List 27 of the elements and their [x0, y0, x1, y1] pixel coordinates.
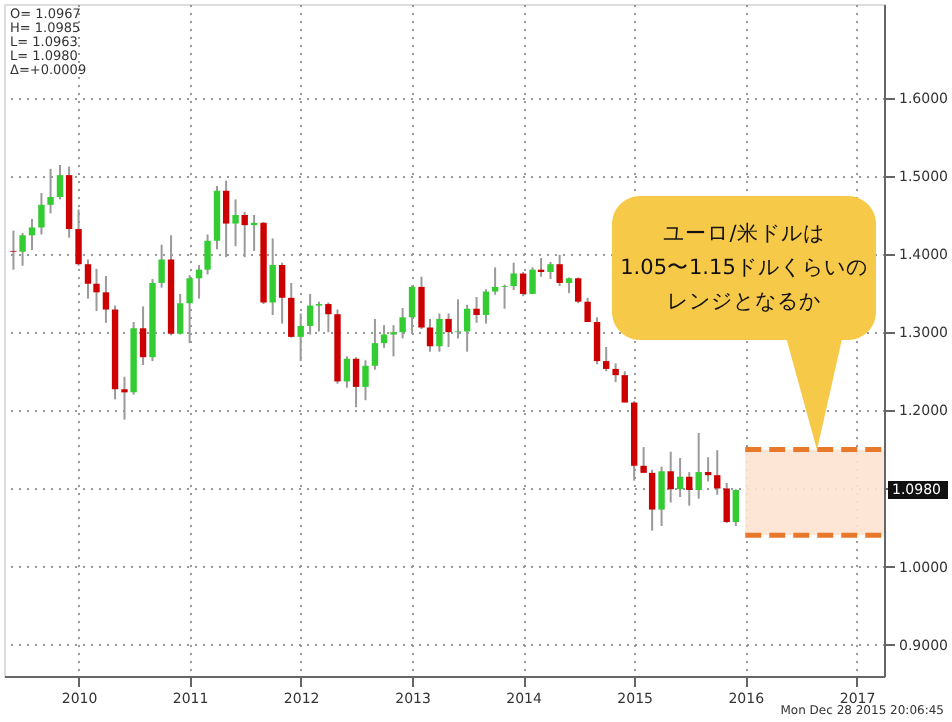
- candlestick: [232, 198, 239, 248]
- candlestick: [102, 274, 110, 324]
- candlestick: [648, 468, 656, 532]
- candlestick: [574, 276, 582, 305]
- candlestick: [491, 266, 499, 296]
- candlestick: [315, 300, 323, 333]
- candlestick: [343, 355, 351, 389]
- candlestick: [621, 370, 628, 404]
- candlestick: [84, 258, 92, 300]
- candlestick: [28, 217, 36, 252]
- candlestick: [325, 301, 332, 334]
- candlestick: [510, 261, 517, 291]
- candlestick: [121, 375, 128, 421]
- candlestick: [602, 346, 610, 373]
- candlestick: [612, 362, 619, 384]
- candlestick: [176, 292, 184, 336]
- candlestick: [704, 456, 712, 483]
- candlestick: [584, 296, 591, 324]
- candlestick: [473, 296, 480, 324]
- candlestick: [278, 261, 286, 325]
- candlestick: [362, 359, 369, 402]
- candlestick: [38, 192, 45, 236]
- candlestick: [501, 283, 508, 310]
- candlestick: [640, 446, 647, 474]
- candlestick: [93, 267, 100, 313]
- candlestick: [482, 288, 490, 325]
- candlestick: [56, 163, 64, 201]
